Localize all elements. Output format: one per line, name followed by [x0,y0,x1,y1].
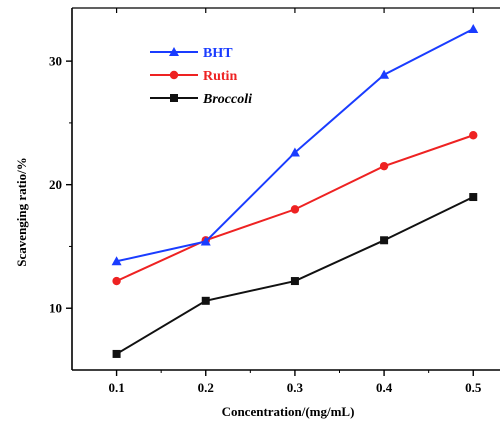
data-point-broccoli [201,296,210,305]
data-point-bht [111,256,122,266]
legend-marker-rutin [169,70,179,80]
legend-marker-bht [169,47,179,56]
series-broccoli [112,193,478,358]
data-point-rutin [290,205,300,214]
series-line-bht [116,28,474,263]
data-point-broccoli [290,277,299,286]
data-point-bht [200,236,211,246]
series-bht [111,24,479,266]
y-tick-label: 30 [49,54,62,69]
data-point-broccoli [469,193,478,202]
data-point-rutin [379,161,389,171]
x-tick-label: 0.1 [108,380,124,395]
legend-item-rutin: Rutin [150,69,237,84]
legend-marker-broccoli [170,94,178,102]
x-tick-label: 0.2 [198,380,214,395]
y-axis-title: Scavenging ratio/% [14,157,29,266]
data-point-broccoli [380,236,389,245]
data-point-bht [468,24,479,34]
series-line-broccoli [116,196,474,355]
legend-item-broccoli: Broccoli [150,92,252,107]
x-axis-title: Concentration/(mg/mL) [222,404,355,419]
x-tick-label: 0.3 [287,380,304,395]
legend: BHT Rutin Broccoli [150,46,252,107]
x-tick-label: 0.5 [465,380,482,395]
legend-label-broccoli: Broccoli [202,92,252,107]
tick-labels: 0.1 0.2 0.3 0.4 0.5 10 20 30 [49,54,482,395]
plot-frame [71,7,500,371]
data-point-bht [379,69,390,79]
legend-label-rutin: Rutin [203,69,237,84]
y-tick-label: 20 [49,177,62,192]
legend-label-bht: BHT [203,46,233,61]
data-point-rutin [112,276,121,286]
legend-item-bht: BHT [150,46,233,61]
y-tick-label: 10 [49,301,62,316]
data-point-rutin [469,131,478,140]
axis-ticks [66,8,474,376]
data-point-bht [289,147,300,157]
x-tick-label: 0.4 [376,380,393,395]
series-group [111,24,479,358]
data-point-broccoli [112,349,121,358]
